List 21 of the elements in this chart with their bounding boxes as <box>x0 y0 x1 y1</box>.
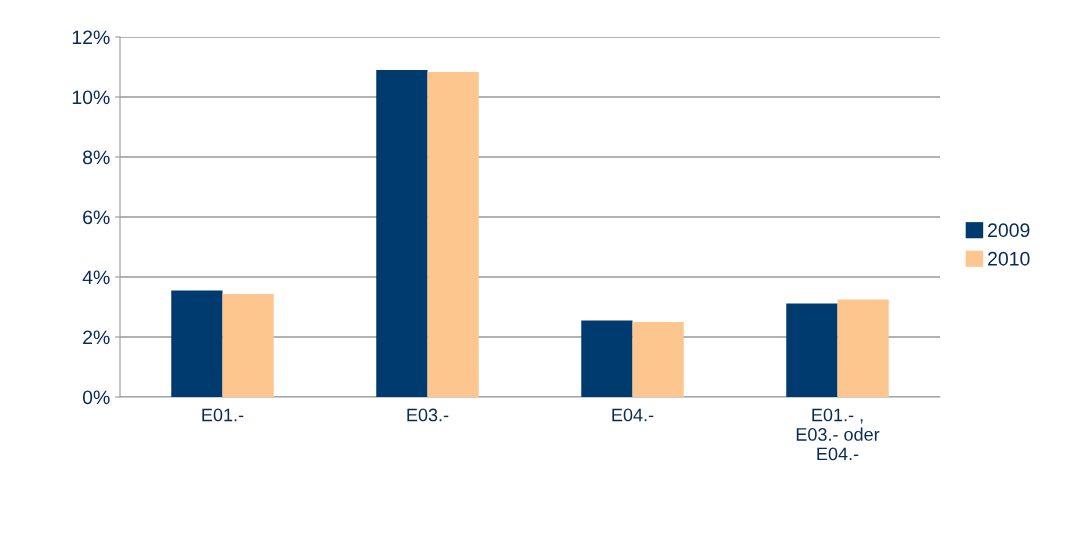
bar <box>427 72 479 397</box>
bar <box>632 322 684 397</box>
bar <box>786 303 838 397</box>
legend-label: 2009 <box>988 223 1030 238</box>
y-tick-label: 8% <box>83 150 110 165</box>
x-tick-label: E04.- <box>612 408 654 422</box>
bar <box>376 70 428 397</box>
y-tick-label: 6% <box>83 210 110 225</box>
x-tick-label: E03.- <box>407 408 449 422</box>
y-tick-label: 4% <box>82 270 110 285</box>
bar <box>837 299 889 397</box>
bar <box>171 290 223 397</box>
x-tick-label: E01.- <box>202 408 244 422</box>
y-tick-label: 0% <box>82 390 110 405</box>
bar <box>222 294 274 397</box>
legend-label: 2010 <box>988 251 1030 266</box>
y-tick-label: 2% <box>83 330 110 345</box>
bar <box>581 320 633 397</box>
y-tick-label: 12% <box>72 30 110 45</box>
x-tick-label: E01.- , E03.- oder E04.- <box>796 408 880 461</box>
y-tick-label: 10% <box>72 90 110 105</box>
